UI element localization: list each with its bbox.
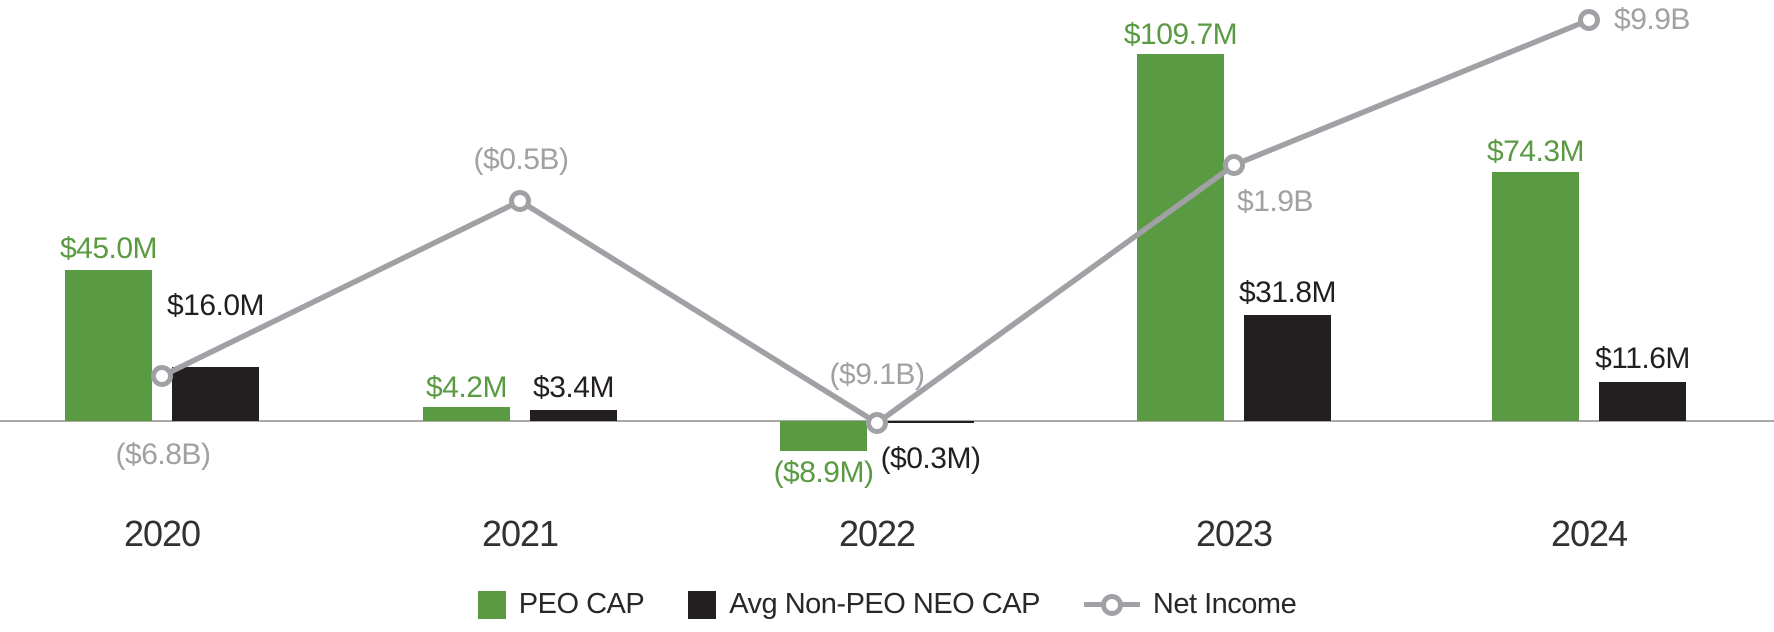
- value-label-avg-non-peo-neo-cap-2020: $16.0M: [166, 289, 265, 322]
- net-income-marker-2024: [1578, 9, 1600, 31]
- value-label-peo-cap-2024: $74.3M: [1486, 135, 1585, 168]
- value-label-peo-cap-2020: $45.0M: [59, 232, 158, 265]
- x-axis-label-2021: 2021: [481, 513, 559, 554]
- value-label-net-income-2022: ($9.1B): [829, 358, 925, 391]
- net-income-marker-2021: [509, 190, 531, 212]
- legend-label-peo-cap: PEO CAP: [518, 588, 645, 620]
- legend-item-net-income: Net Income: [1083, 588, 1297, 621]
- bar-avg-non-peo-neo-cap-2023: [1244, 314, 1331, 421]
- bar-peo-cap-2021: [423, 406, 510, 421]
- value-label-net-income-2021: ($0.5B): [473, 143, 569, 176]
- legend-label-net-income: Net Income: [1152, 588, 1297, 620]
- value-label-net-income-2024: $9.9B: [1614, 3, 1690, 36]
- bar-avg-non-peo-neo-cap-2022: [887, 421, 974, 423]
- bar-peo-cap-2024: [1492, 172, 1579, 421]
- bar-peo-cap-2020: [65, 270, 152, 421]
- net-income-marker-2020: [151, 365, 173, 387]
- value-label-avg-non-peo-neo-cap-2021: $3.4M: [533, 371, 614, 404]
- legend-label-avg-non-peo-neo-cap: Avg Non-PEO NEO CAP: [729, 588, 1040, 620]
- bar-avg-non-peo-neo-cap-2020: [172, 367, 259, 421]
- legend-item-avg-non-peo-neo-cap: Avg Non-PEO NEO CAP: [688, 588, 1040, 621]
- value-label-avg-non-peo-neo-cap-2023: $31.8M: [1238, 276, 1337, 309]
- x-axis-label-2022: 2022: [838, 513, 916, 554]
- x-axis-label-2023: 2023: [1195, 513, 1273, 554]
- bar-avg-non-peo-neo-cap-2024: [1599, 382, 1686, 421]
- bar-avg-non-peo-neo-cap-2021: [530, 409, 617, 421]
- value-label-net-income-2020: ($6.8B): [115, 438, 211, 471]
- chart-legend: PEO CAP Avg Non-PEO NEO CAP Net Income: [0, 588, 1774, 621]
- net-income-line-marker-icon: [1083, 591, 1140, 619]
- x-axis-label-2020: 2020: [123, 513, 201, 554]
- peo-cap-swatch-icon: [477, 590, 506, 619]
- value-label-peo-cap-2023: $109.7M: [1123, 18, 1238, 51]
- neo-cap-swatch-icon: [688, 590, 717, 619]
- x-axis-label-2024: 2024: [1550, 513, 1628, 554]
- value-label-avg-non-peo-neo-cap-2022: ($0.3M): [880, 442, 981, 475]
- value-label-net-income-2023: $1.9B: [1237, 185, 1313, 218]
- legend-item-peo-cap: PEO CAP: [477, 588, 645, 621]
- bar-peo-cap-2023: [1137, 54, 1224, 421]
- value-label-avg-non-peo-neo-cap-2024: $11.6M: [1595, 342, 1690, 375]
- bar-peo-cap-2022: [780, 421, 867, 451]
- net-income-marker-2023: [1223, 154, 1245, 176]
- value-label-peo-cap-2022: ($8.9M): [773, 456, 874, 489]
- net-income-marker-2022: [866, 412, 888, 434]
- value-label-peo-cap-2021: $4.2M: [426, 371, 507, 404]
